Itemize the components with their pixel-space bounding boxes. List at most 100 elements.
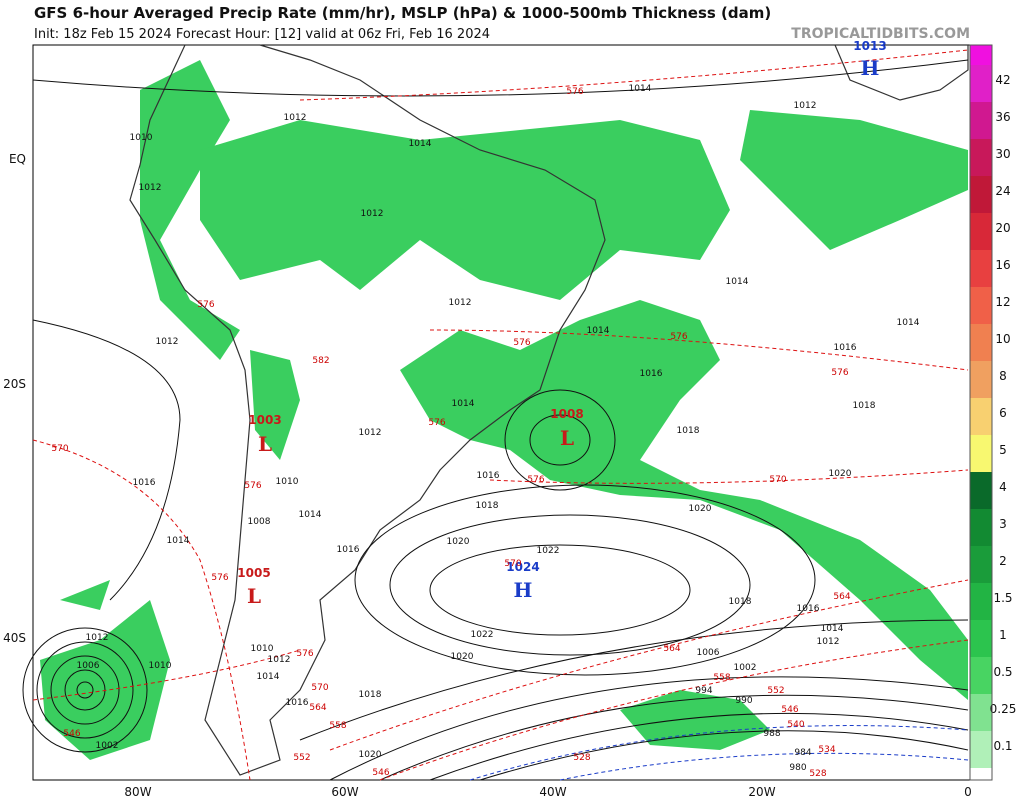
isobar-label: 1012: [139, 183, 162, 193]
isobar-label: 1016: [133, 478, 156, 488]
isobar-label: 1012: [86, 633, 109, 643]
colorbar-label: 42: [995, 73, 1010, 87]
thickness-label: 528: [809, 769, 826, 779]
isobar-label: 1018: [677, 426, 700, 436]
thickness-label: 546: [372, 768, 389, 778]
thickness-label: 570: [504, 559, 521, 569]
isobar-label: 1016: [477, 471, 500, 481]
isobar-label: 1008: [248, 517, 271, 527]
thickness-label: 570: [311, 683, 328, 693]
isobar-label: 1012: [794, 101, 817, 111]
colorbar-cell: [970, 546, 992, 583]
isobar-label: 1014: [452, 399, 475, 409]
thickness-label: 546: [63, 729, 80, 739]
isobar-label: 1014: [409, 139, 432, 149]
isobar-label: 1010: [251, 644, 274, 654]
isobar-label: 1012: [361, 209, 384, 219]
colorbar-label: 0.5: [993, 665, 1012, 679]
colorbar-frame: [969, 44, 993, 781]
thickness-label: 540: [787, 720, 804, 730]
isobar-label: 1018: [359, 690, 382, 700]
system-pressure: 1003: [248, 413, 281, 427]
system-pressure: 1024: [506, 560, 539, 574]
colorbar-label: 5: [999, 443, 1007, 457]
colorbar-cell: [970, 620, 992, 657]
isobar-label: 1014: [726, 277, 749, 287]
isobar-label: 1022: [537, 546, 560, 556]
lat-label: 40S: [3, 631, 26, 645]
isobar-label: 1018: [853, 401, 876, 411]
system-symbol: L: [560, 426, 574, 450]
colorbar-label: 1.5: [993, 591, 1012, 605]
colorbar-label: 36: [995, 110, 1010, 124]
colorbar: 42 36 30 24 20 16 12 10 8 6 5 4 3 2 1.5 1 0.5 0.25 0.1: [969, 44, 1017, 781]
thickness-label: 576: [831, 368, 848, 378]
subtitle: Init: 18z Feb 15 2024 Forecast Hour: [12…: [34, 27, 490, 42]
colorbar-label: 24: [995, 184, 1010, 198]
isobar-label: 1014: [897, 318, 920, 328]
colorbar-cell: [970, 139, 992, 176]
isobar-label: 1020: [451, 652, 474, 662]
thickness-label: 570: [769, 475, 786, 485]
colorbar-cell: [970, 731, 992, 768]
isobar-label: 1002: [734, 663, 757, 673]
colorbar-cell: [970, 324, 992, 361]
thickness-label: 552: [293, 753, 310, 763]
colorbar-cell: [970, 176, 992, 213]
colorbar-label: 6: [999, 406, 1007, 420]
isobar-label: 1016: [640, 369, 663, 379]
isobar-label: 1006: [77, 661, 100, 671]
lon-label: 80W: [124, 785, 151, 799]
isobar-label: 994: [695, 686, 712, 696]
isobar-label: 1014: [587, 326, 610, 336]
thickness-label: 576: [670, 332, 687, 342]
thickness-label: 576: [566, 87, 583, 97]
isobar-label: 1018: [729, 597, 752, 607]
isobar-label: 1020: [829, 469, 852, 479]
thickness-label: 564: [309, 703, 326, 713]
site-credit: TROPICALTIDBITS.COM: [791, 26, 970, 42]
isobar-label: 1012: [359, 428, 382, 438]
precip: [40, 60, 968, 760]
colorbar-cell: [970, 287, 992, 324]
colorbar-label: 0.25: [990, 702, 1017, 716]
thickness-label: 582: [312, 356, 329, 366]
colorbar-cell: [970, 65, 992, 102]
colorbar-cell: [970, 657, 992, 694]
system-symbol: L: [247, 584, 261, 608]
isobar-label: 1016: [834, 343, 857, 353]
thickness-lines: [32, 49, 969, 781]
thickness-label: 576: [197, 300, 214, 310]
colorbar-cell: [970, 213, 992, 250]
isobar-label: 1010: [130, 133, 153, 143]
isobar-label: 988: [763, 729, 780, 739]
isobar-label: 1014: [299, 510, 322, 520]
isobar-label: 1010: [276, 477, 299, 487]
colorbar-cell: [970, 361, 992, 398]
thickness-label: 564: [833, 592, 850, 602]
colorbar-label: 3: [999, 517, 1007, 531]
isobar-label: 1014: [821, 624, 844, 634]
thickness-label: 552: [767, 686, 784, 696]
isobar-label: 1020: [359, 750, 382, 760]
isobar-label: 1006: [697, 648, 720, 658]
lon-label: 60W: [331, 785, 358, 799]
colorbar-label: 1: [999, 628, 1007, 642]
colorbar-label: 8: [999, 369, 1007, 383]
colorbar-cell: [970, 102, 992, 139]
colorbar-cell: [970, 398, 992, 435]
isobar-label: 1020: [447, 537, 470, 547]
thickness-label: 576: [244, 481, 261, 491]
isobar-label: 1016: [337, 545, 360, 555]
colorbar-label: 16: [995, 258, 1010, 272]
colorbar-label: 20: [995, 221, 1010, 235]
isobar-label: 1002: [96, 741, 119, 751]
thickness-label: 564: [663, 644, 680, 654]
isobar-label: 1016: [286, 698, 309, 708]
isobar-label: 980: [789, 763, 806, 773]
isobar-label: 1018: [476, 501, 499, 511]
isobar-label: 1010: [149, 661, 172, 671]
isobar-label: 990: [735, 696, 752, 706]
colorbar-label: 4: [999, 480, 1007, 494]
lat-label: 20S: [3, 377, 26, 391]
